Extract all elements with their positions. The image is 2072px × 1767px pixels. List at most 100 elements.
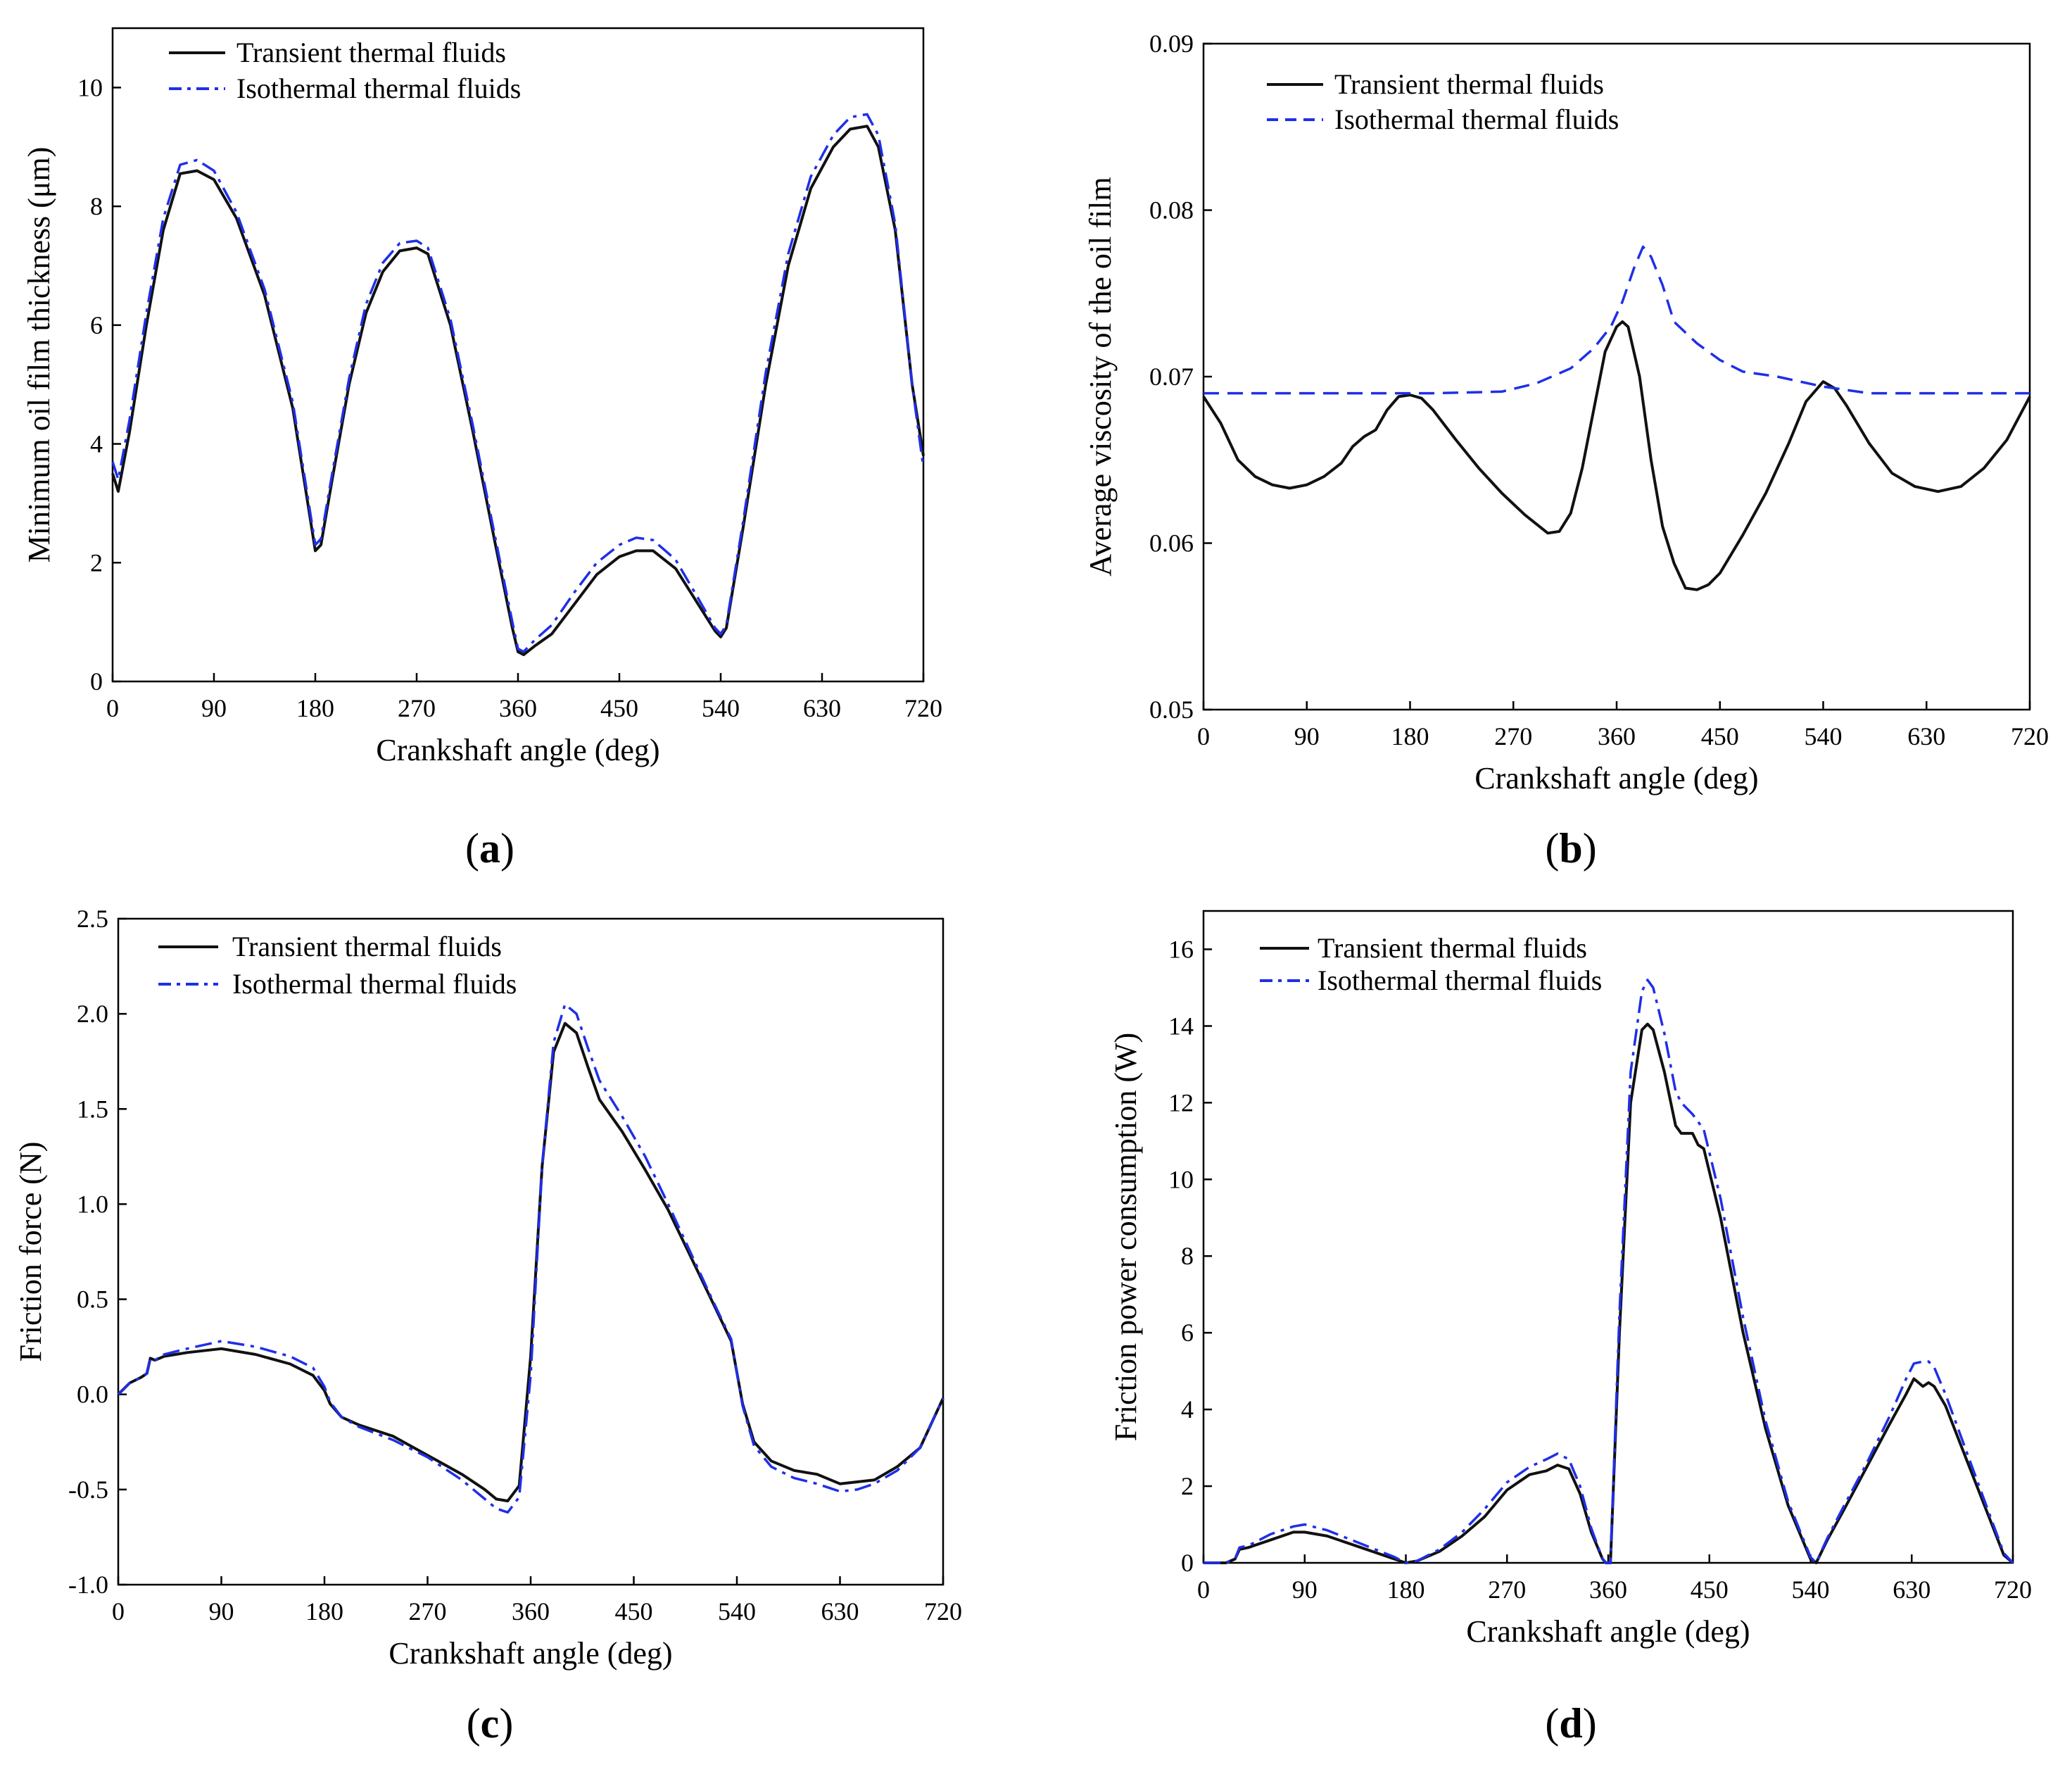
legend-label: Isothermal thermal fluids <box>236 73 521 104</box>
y-tick-label: 2.0 <box>77 1000 108 1028</box>
x-tick-label: 90 <box>201 694 227 722</box>
panel-label-paren: ( <box>467 1700 481 1747</box>
x-tick-label: 360 <box>512 1597 550 1625</box>
x-axis-label: Crankshaft angle (deg) <box>388 1636 672 1671</box>
plot-frame <box>117 917 945 1586</box>
y-tick-label: 0.06 <box>1149 529 1194 558</box>
y-tick-label: 0.0 <box>77 1381 108 1409</box>
panel-label-letter: a <box>479 825 500 872</box>
x-tick-label: 270 <box>398 694 436 722</box>
x-axis-label: Crankshaft angle (deg) <box>1474 761 1758 796</box>
panel-label-paren: ) <box>499 1700 513 1747</box>
y-tick-label: 0.5 <box>77 1285 108 1314</box>
x-tick-label: 90 <box>1292 1576 1318 1604</box>
x-tick-label: 90 <box>209 1597 234 1625</box>
x-tick-label: 0 <box>1197 1576 1210 1604</box>
x-tick-label: 360 <box>1589 1576 1627 1604</box>
panel-label-paren: ) <box>1583 825 1597 872</box>
legend: Transient thermal fluids Isothermal therm… <box>169 37 521 104</box>
series-line-isothermal <box>1204 245 2030 395</box>
y-axis-label: Minimum oil film thickness (μm) <box>22 147 56 563</box>
chart-panel-a: 0 90 180 270 360 450 540 630 720 0 2 4 6 8 10 Crankshaf… <box>22 27 942 872</box>
chart-panel-c: 0 90 180 270 360 450 540 630 720 -1.0 -0.5 0.0 0.5 1.… <box>13 905 962 1747</box>
legend-label: Transient thermal fluids <box>1334 68 1604 100</box>
series-line-isothermal <box>111 113 925 653</box>
y-tick-label: 6 <box>90 311 103 339</box>
x-tick-label: 540 <box>702 694 740 722</box>
series-line-transient <box>117 1021 945 1503</box>
x-tick-label: 450 <box>1691 1576 1729 1604</box>
legend-label: Isothermal thermal fluids <box>1318 964 1602 996</box>
legend-label: Isothermal thermal fluids <box>232 968 517 1000</box>
y-tick-label: 4 <box>1181 1395 1194 1423</box>
y-tick-label: 8 <box>1181 1242 1194 1270</box>
panel-label-paren: ( <box>465 825 479 872</box>
x-axis-label: Crankshaft angle (deg) <box>1466 1614 1750 1649</box>
y-tick-label: 2 <box>1181 1472 1194 1500</box>
y-tick-label: 0 <box>90 667 103 696</box>
x-tick-label: 270 <box>409 1597 447 1625</box>
y-tick-label: 2.5 <box>77 905 108 933</box>
plot-frame <box>1202 42 2031 711</box>
x-tick-label: 630 <box>803 694 841 722</box>
y-axis-label: Friction force (N) <box>13 1142 48 1362</box>
y-tick-label: 0.09 <box>1149 30 1194 58</box>
x-tick-label: 180 <box>1391 722 1429 750</box>
panel-label: (a) <box>465 825 514 872</box>
series-line-transient <box>1204 1022 2014 1564</box>
x-tick-label: 720 <box>904 694 942 722</box>
y-tick-label: 1.0 <box>77 1190 108 1218</box>
y-tick-label: 8 <box>90 192 103 220</box>
y-tick-label: 10 <box>1168 1165 1194 1193</box>
series-line-isothermal <box>1204 979 2014 1564</box>
panel-label: (b) <box>1545 825 1596 872</box>
x-tick-label: 360 <box>1598 722 1636 750</box>
y-tick-label: 1.5 <box>77 1095 108 1123</box>
panel-label-paren: ) <box>1583 1700 1597 1747</box>
x-tick-label: 270 <box>1488 1576 1526 1604</box>
legend-label: Transient thermal fluids <box>236 37 506 68</box>
chart-panel-b: 0 90 180 270 360 450 540 630 720 0.05 0.06 0.07 0.08… <box>1083 30 2049 872</box>
panel-label: (c) <box>467 1700 514 1747</box>
panel-label-paren: ( <box>1545 1700 1559 1747</box>
x-tick-label: 720 <box>2011 722 2049 750</box>
plot-frame <box>111 27 925 683</box>
x-tick-label: 270 <box>1494 722 1532 750</box>
y-axis-label: Friction power consumption (W) <box>1108 1033 1143 1441</box>
y-tick-label: 16 <box>1168 935 1194 963</box>
x-tick-label: 450 <box>615 1597 653 1625</box>
x-tick-label: 180 <box>1387 1576 1425 1604</box>
panel-label-letter: b <box>1559 825 1582 872</box>
x-tick-label: 540 <box>1792 1576 1830 1604</box>
y-axis-label: Average viscosity of the oil film <box>1083 177 1118 576</box>
series-line-transient <box>111 125 925 656</box>
series-line-transient <box>1202 320 2031 591</box>
x-tick-label: 450 <box>1701 722 1739 750</box>
x-tick-label: 540 <box>718 1597 756 1625</box>
x-tick-label: 540 <box>1805 722 1843 750</box>
y-tick-label: 10 <box>77 73 103 101</box>
y-tick-label: 14 <box>1168 1012 1194 1040</box>
legend-label: Isothermal thermal fluids <box>1334 103 1619 135</box>
y-tick-label: 12 <box>1168 1088 1194 1117</box>
x-tick-label: 0 <box>112 1597 125 1625</box>
y-tick-label: 0.07 <box>1149 363 1194 391</box>
x-tick-label: 180 <box>296 694 334 722</box>
x-tick-label: 720 <box>1994 1576 2032 1604</box>
series-line-isothermal <box>117 1002 945 1514</box>
x-tick-label: 360 <box>499 694 537 722</box>
panel-label-paren: ) <box>500 825 514 872</box>
y-tick-label: -1.0 <box>68 1571 108 1599</box>
x-tick-label: 720 <box>924 1597 962 1625</box>
y-tick-label: -0.5 <box>68 1476 108 1504</box>
y-tick-label: 2 <box>90 548 103 577</box>
panel-label: (d) <box>1545 1700 1596 1747</box>
legend-label: Transient thermal fluids <box>1318 932 1587 964</box>
x-tick-label: 630 <box>1893 1576 1931 1604</box>
x-tick-label: 90 <box>1294 722 1320 750</box>
panel-label-letter: c <box>481 1700 500 1747</box>
